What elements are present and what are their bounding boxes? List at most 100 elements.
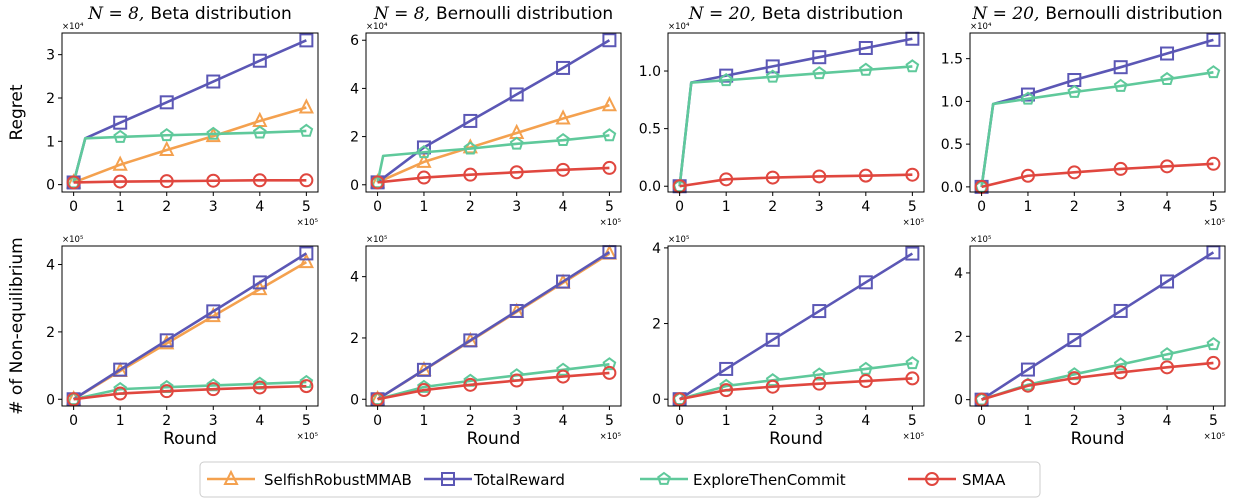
x-tick-label: 5 (908, 413, 917, 429)
data-point (812, 66, 827, 80)
series-SMAA (370, 365, 617, 407)
legend-label: SMAA (962, 471, 1006, 489)
data-point (905, 371, 920, 386)
subplot-0-3: 0 1 2 3 4 5 0.0 0.5 1.0 1.5 ×10⁴ ×10⁵ N = 20, Bernoul… (941, 4, 1226, 228)
legend-swatch-marker (657, 471, 671, 485)
data-point (1020, 168, 1035, 183)
data-point (556, 162, 571, 177)
data-point (719, 361, 734, 376)
data-point (1020, 362, 1035, 377)
y-tick-label: 2 (46, 325, 55, 341)
series-SMAA (66, 379, 314, 407)
data-point (252, 53, 267, 68)
x-tick-label: 3 (1116, 413, 1125, 429)
series-line (678, 252, 914, 401)
x-tick-label: 2 (162, 199, 171, 215)
data-point (858, 40, 873, 55)
y-tick-label: 4 (954, 266, 963, 282)
data-point (299, 123, 314, 137)
x-exponent-label: ×10⁵ (297, 432, 318, 442)
data-point (416, 170, 431, 185)
y-tick-label: 1.0 (941, 94, 963, 110)
data-point (765, 69, 780, 83)
data-point (1206, 245, 1221, 260)
y-tick-label: 1 (46, 134, 55, 150)
series-SMAA (672, 167, 920, 194)
x-tick-label: 0 (977, 199, 986, 215)
series-line (981, 361, 1214, 401)
data-point (719, 73, 734, 87)
data-point (1160, 360, 1175, 375)
series-line (376, 39, 611, 184)
axes-frame (667, 245, 925, 407)
y-exponent-label: ×10⁵ (970, 235, 991, 245)
series-line (679, 377, 913, 401)
subplot-0-1: 0 1 2 3 4 5 0 2 4 6 ×10⁴ ×10⁵ N = 8, Bernoulli distri… (350, 4, 622, 228)
data-point (765, 170, 780, 185)
y-tick-label: 0 (46, 178, 55, 194)
data-point (206, 173, 221, 188)
series-line (981, 162, 1214, 189)
data-point (463, 141, 478, 155)
x-tick-label: 5 (302, 413, 311, 429)
data-point (416, 362, 431, 377)
x-tick-label: 2 (1070, 413, 1079, 429)
series-line (72, 129, 307, 183)
series-line (73, 106, 307, 184)
axes-frame (969, 32, 1226, 193)
data-point (509, 373, 524, 388)
data-point (812, 50, 827, 65)
legend-item-SMAA: SMAA (908, 471, 1006, 489)
x-tick-label: 3 (1116, 199, 1125, 215)
x-tick-label: 4 (861, 199, 870, 215)
data-point (299, 33, 314, 48)
title-text: Bernoulli distribution (436, 4, 613, 24)
axes-frame (667, 32, 925, 193)
x-exponent-label: ×10⁵ (903, 432, 924, 442)
subplot-0-0: 0 1 2 3 4 5 0 1 2 3 ×10⁴ ×10⁵ N = 8, Beta distributio… (7, 4, 319, 228)
series-line (72, 261, 308, 401)
title-math: N = 20, (688, 4, 756, 24)
x-tick-label: 1 (419, 413, 428, 429)
legend-swatch-marker (223, 469, 239, 485)
series-line (72, 252, 308, 401)
data-point (1206, 156, 1221, 171)
data-point (66, 175, 81, 190)
axes-frame (61, 245, 319, 407)
title-text: Beta distribution (150, 4, 292, 24)
x-tick-label: 4 (559, 199, 568, 215)
x-tick-label: 2 (1070, 199, 1079, 215)
series-line (377, 363, 610, 401)
x-tick-label: 3 (512, 199, 521, 215)
series-line (679, 361, 913, 401)
series-line (377, 104, 610, 184)
y-tick-label: 0 (46, 392, 55, 408)
data-point (601, 96, 618, 112)
x-exponent-label: ×10⁵ (1204, 432, 1225, 442)
data-point (1020, 378, 1035, 393)
y-tick-label: 0.0 (941, 180, 963, 196)
data-point (765, 59, 780, 74)
series-line (678, 37, 913, 187)
series-ExploreThenCommit (672, 59, 920, 193)
data-point (509, 136, 524, 150)
series-TotalReward (370, 245, 617, 407)
series-SelfishRobustMMAB (66, 98, 314, 189)
series-ExploreThenCommit (974, 65, 1221, 193)
data-point (1067, 371, 1082, 386)
data-point (858, 361, 873, 375)
subplot-1-1: 0 1 2 3 4 5 0 2 4 ×10⁵ ×10⁵ Round (350, 235, 622, 449)
data-point (113, 386, 128, 401)
legend-label: ExploreThenCommit (693, 471, 846, 489)
data-point (417, 145, 431, 159)
subplot-1-3: 0 1 2 3 4 5 0 2 4 ×10⁵ ×10⁵ Round (954, 235, 1226, 449)
title-math: N = 8, (373, 4, 430, 24)
data-point (252, 173, 267, 188)
series-line (678, 65, 913, 187)
x-exponent-label: ×10⁵ (297, 218, 318, 228)
x-tick-label: 0 (373, 199, 382, 215)
y-exponent-label: ×10⁵ (62, 235, 83, 245)
y-exponent-label: ×10⁵ (668, 235, 689, 245)
data-point (1021, 91, 1035, 105)
data-point (159, 174, 174, 189)
